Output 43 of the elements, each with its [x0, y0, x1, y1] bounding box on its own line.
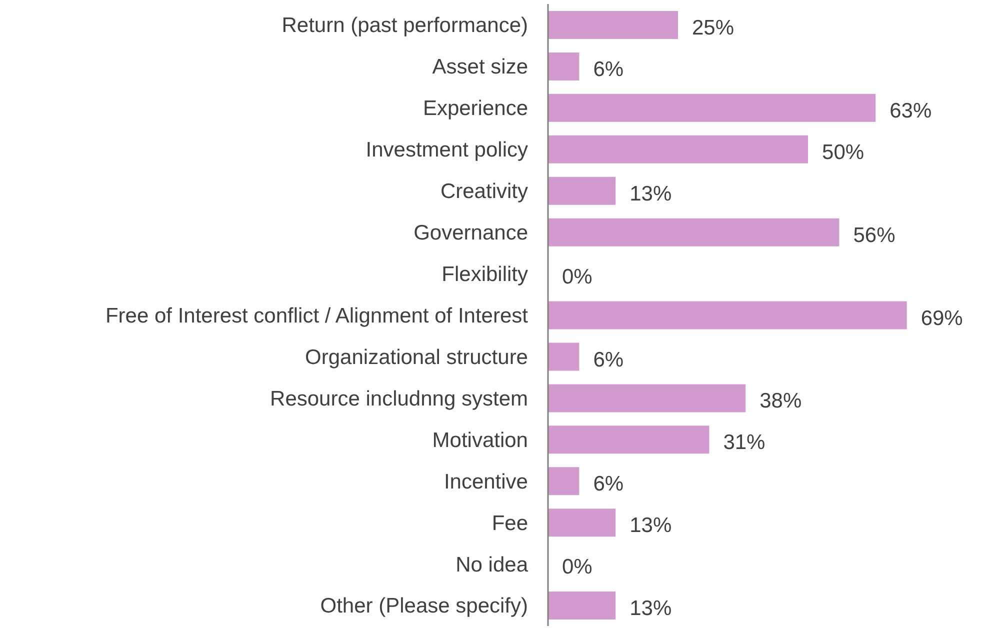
data-label: 38% [760, 390, 802, 413]
data-label: 63% [890, 99, 932, 122]
y-tick-label: Motivation [432, 428, 528, 452]
data-label: 13% [630, 597, 672, 620]
y-tick-label: Fee [492, 512, 528, 535]
data-label: 69% [920, 306, 963, 330]
data-label: 6% [593, 348, 624, 372]
bar [548, 52, 580, 80]
data-label: 50% [822, 140, 864, 164]
bar [548, 592, 616, 620]
y-tick-label: Free of Interest conflict / Alignment of Interest [105, 304, 528, 328]
bar [548, 176, 616, 205]
y-tick-label: Investment policy [366, 138, 528, 162]
data-label: 56% [853, 224, 896, 247]
bar [548, 301, 907, 330]
y-tick-label: Flexibility [442, 262, 528, 286]
data-label: 31% [723, 431, 766, 454]
bar [548, 467, 580, 496]
bar [548, 94, 876, 122]
data-label: 0% [562, 556, 592, 579]
data-label: 13% [630, 182, 672, 206]
data-label: 6% [593, 58, 624, 82]
bar [548, 384, 746, 412]
y-tick-label: Governance [414, 222, 528, 245]
bar [548, 11, 678, 39]
data-label: 13% [630, 514, 672, 538]
y-tick-label: Resource includnng system [270, 387, 528, 410]
bar [548, 218, 840, 246]
y-tick-label: Other (Please specify) [320, 594, 528, 618]
bar [548, 342, 580, 371]
y-tick-label: Creativity [440, 180, 528, 204]
y-tick-label: Experience [422, 97, 528, 120]
data-label: 0% [562, 265, 592, 288]
y-tick-label: Incentive [444, 470, 528, 494]
y-tick-label: Organizational structure [305, 346, 528, 369]
bar [548, 426, 710, 454]
y-tick-label: Asset size [432, 56, 528, 79]
bar [548, 135, 808, 164]
y-tick-label: Return (past performance) [282, 14, 528, 38]
y-tick-label: No idea [456, 553, 528, 576]
bar [548, 508, 616, 537]
data-label: 25% [692, 16, 734, 40]
data-label: 6% [593, 472, 624, 496]
